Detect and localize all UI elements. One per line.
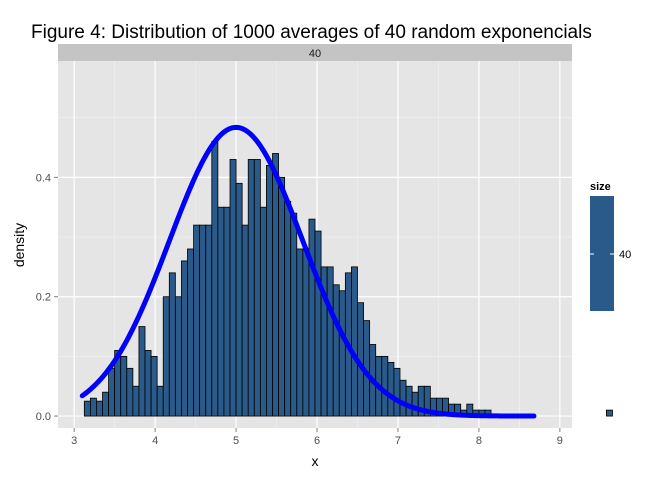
- legend-label: 40: [619, 249, 631, 261]
- histogram-bar: [211, 141, 219, 417]
- histogram-bar: [144, 350, 152, 417]
- chart-title: Figure 4: Distribution of 1000 averages …: [31, 22, 592, 43]
- x-axis-label: x: [312, 453, 319, 469]
- histogram-bar: [217, 206, 225, 417]
- histogram-bar: [168, 272, 176, 417]
- histogram-bar: [259, 206, 267, 417]
- x-axis-ticks: 3 4 5 6 7 8 9: [71, 428, 563, 447]
- x-tick-label: 9: [557, 435, 563, 447]
- histogram-bar: [338, 290, 346, 417]
- histogram-bar: [606, 409, 613, 417]
- histogram-bar: [89, 397, 97, 417]
- histogram-bar: [296, 248, 304, 417]
- x-tick-label: 3: [71, 435, 77, 447]
- histogram-bar: [405, 385, 413, 417]
- legend-title: size: [590, 181, 611, 193]
- histogram-bar: [229, 159, 237, 417]
- x-tick-label: 8: [476, 435, 482, 447]
- y-axis-label: density: [11, 223, 27, 267]
- y-tick-label: 0.0: [36, 411, 51, 423]
- histogram-bar: [411, 391, 419, 417]
- histogram-bar: [138, 326, 146, 417]
- histogram-bar: [235, 182, 243, 417]
- histogram-bar: [241, 224, 249, 417]
- histogram-bar: [314, 230, 322, 417]
- histogram-bar: [308, 218, 316, 417]
- histogram-bar: [126, 367, 134, 417]
- x-tick-label: 7: [395, 435, 401, 447]
- facet-strip-label: 40: [309, 48, 321, 60]
- histogram-bar: [102, 391, 109, 417]
- histogram-bar: [187, 248, 194, 417]
- histogram-bar: [387, 361, 395, 417]
- facet-strip: [58, 44, 572, 61]
- histogram-bar: [278, 176, 286, 417]
- histogram-bar: [393, 367, 401, 417]
- histogram-bar: [199, 224, 207, 417]
- histogram-bar: [150, 355, 158, 417]
- histogram-bar: [381, 355, 389, 417]
- histogram-bar: [193, 224, 201, 417]
- histogram-bar: [302, 248, 310, 417]
- histogram-bar: [156, 385, 164, 417]
- histogram-bar: [83, 400, 91, 417]
- histogram-bar: [223, 206, 231, 417]
- x-tick-label: 6: [314, 435, 320, 447]
- y-tick-label: 0.4: [36, 172, 51, 184]
- y-tick-label: 0.2: [36, 292, 51, 304]
- histogram-bar: [120, 355, 128, 417]
- histogram-bar: [284, 200, 292, 417]
- histogram-bar: [326, 266, 334, 417]
- histogram-bar: [253, 159, 261, 417]
- histogram-bar: [272, 153, 279, 417]
- y-axis-ticks: 0.0 0.2 0.4: [36, 172, 58, 423]
- histogram-bar: [247, 159, 255, 417]
- histogram-bar: [351, 266, 358, 417]
- x-tick-label: 5: [233, 435, 239, 447]
- histogram-bar: [332, 284, 340, 417]
- histogram-bar: [205, 224, 213, 417]
- histogram-bar: [162, 296, 170, 417]
- histogram-bar: [399, 379, 407, 417]
- density-curve: [79, 124, 537, 419]
- histogram-bar: [96, 400, 103, 417]
- histogram-bar: [108, 367, 116, 417]
- histogram-bar: [266, 165, 273, 417]
- histogram-bar: [132, 385, 140, 417]
- histogram-bar: [290, 212, 298, 417]
- histogram-bar: [174, 296, 182, 417]
- x-tick-label: 4: [152, 435, 158, 447]
- histogram-bar: [181, 260, 188, 417]
